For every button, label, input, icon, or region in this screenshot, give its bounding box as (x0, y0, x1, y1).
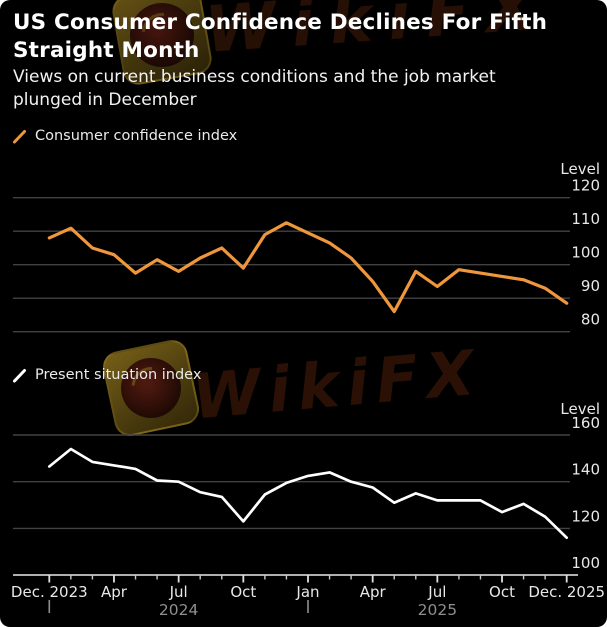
legend-consumer-confidence: Consumer confidence index (13, 128, 237, 144)
legend-present-situation: Present situation index (13, 367, 201, 383)
svg-text:110: 110 (571, 210, 600, 228)
svg-text:2025: 2025 (418, 601, 457, 619)
svg-text:Oct: Oct (230, 583, 256, 601)
svg-text:100: 100 (571, 244, 600, 262)
svg-text:Level: Level (560, 400, 600, 418)
svg-text:Apr: Apr (101, 583, 128, 601)
svg-text:Jul: Jul (427, 583, 446, 601)
svg-text:Level: Level (560, 160, 600, 178)
svg-text:Dec. 2023: Dec. 2023 (11, 583, 88, 601)
svg-text:120: 120 (571, 177, 600, 195)
svg-text:140: 140 (571, 461, 600, 479)
page-title: US Consumer Confidence Declines For Fift… (13, 10, 548, 63)
svg-text:Jul: Jul (169, 583, 188, 601)
svg-text:Oct: Oct (489, 583, 515, 601)
svg-text:160: 160 (571, 414, 600, 432)
legend-label: Present situation index (35, 367, 202, 383)
orange-slash-icon (13, 129, 26, 143)
white-slash-icon (13, 368, 26, 382)
svg-text:2024: 2024 (159, 601, 198, 619)
svg-text:Apr: Apr (360, 583, 387, 601)
svg-text:Jan: Jan (295, 583, 319, 601)
svg-text:120: 120 (571, 507, 600, 525)
page-subtitle: Views on current business conditions and… (13, 67, 496, 110)
svg-text:80: 80 (581, 311, 600, 329)
svg-text:100: 100 (571, 554, 600, 572)
svg-text:90: 90 (581, 277, 600, 295)
svg-text:Dec. 2025: Dec. 2025 (528, 583, 605, 601)
legend-label: Consumer confidence index (35, 128, 238, 144)
